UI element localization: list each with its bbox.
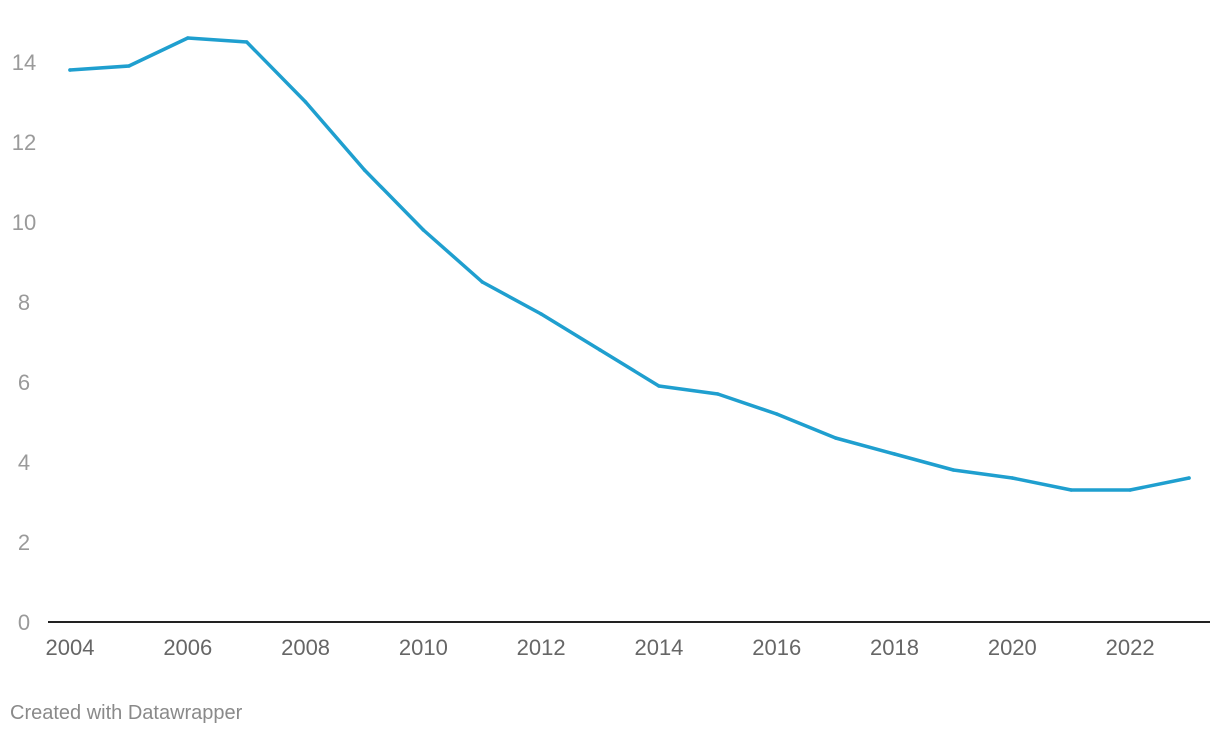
data-point bbox=[127, 64, 131, 68]
line-chart: 0 2 4 6 8 10 12 14 2004 2006 2008 2010 2012 2014 2016… bbox=[12, 36, 1210, 660]
data-point bbox=[186, 36, 190, 40]
data-point bbox=[1069, 488, 1073, 492]
data-point bbox=[1010, 476, 1015, 480]
x-tick-label: 2004 bbox=[46, 635, 95, 660]
x-tick-label: 2006 bbox=[163, 635, 212, 660]
y-tick-label: 6 bbox=[18, 370, 30, 395]
y-tick-label: 0 bbox=[18, 610, 30, 635]
series-line bbox=[68, 36, 1191, 492]
data-point bbox=[421, 228, 426, 232]
y-tick-label: 10 bbox=[12, 210, 36, 235]
y-tick-label: 4 bbox=[18, 450, 30, 475]
x-tick-label: 2020 bbox=[988, 635, 1037, 660]
data-point bbox=[303, 100, 308, 104]
data-point bbox=[480, 280, 485, 284]
x-tick-label: 2014 bbox=[634, 635, 683, 660]
x-tick-label: 2018 bbox=[870, 635, 919, 660]
x-tick-label: 2022 bbox=[1106, 635, 1155, 660]
data-point bbox=[1128, 488, 1132, 492]
x-tick-label: 2010 bbox=[399, 635, 448, 660]
data-point bbox=[598, 348, 602, 352]
data-point bbox=[892, 452, 897, 456]
y-axis: 0 2 4 6 8 10 12 14 bbox=[12, 50, 36, 635]
x-tick-label: 2016 bbox=[752, 635, 801, 660]
y-tick-label: 12 bbox=[12, 130, 36, 155]
y-tick-label: 14 bbox=[12, 50, 36, 75]
x-tick-label: 2012 bbox=[517, 635, 566, 660]
y-tick-label: 8 bbox=[18, 290, 30, 315]
data-point bbox=[244, 40, 249, 44]
data-point bbox=[774, 412, 779, 416]
data-point bbox=[833, 436, 838, 440]
x-axis: 2004 2006 2008 2010 2012 2014 2016 2018 2020 2022 bbox=[46, 621, 1210, 660]
data-point bbox=[1187, 476, 1191, 480]
data-point bbox=[951, 468, 956, 472]
y-tick-label: 2 bbox=[18, 530, 30, 555]
data-point bbox=[539, 312, 543, 316]
x-tick-label: 2008 bbox=[281, 635, 330, 660]
series-layer bbox=[68, 36, 1191, 492]
data-point bbox=[716, 392, 720, 396]
data-point bbox=[68, 68, 72, 72]
data-point bbox=[362, 168, 367, 172]
data-point bbox=[657, 384, 661, 388]
credit-text: Created with Datawrapper bbox=[10, 702, 243, 724]
